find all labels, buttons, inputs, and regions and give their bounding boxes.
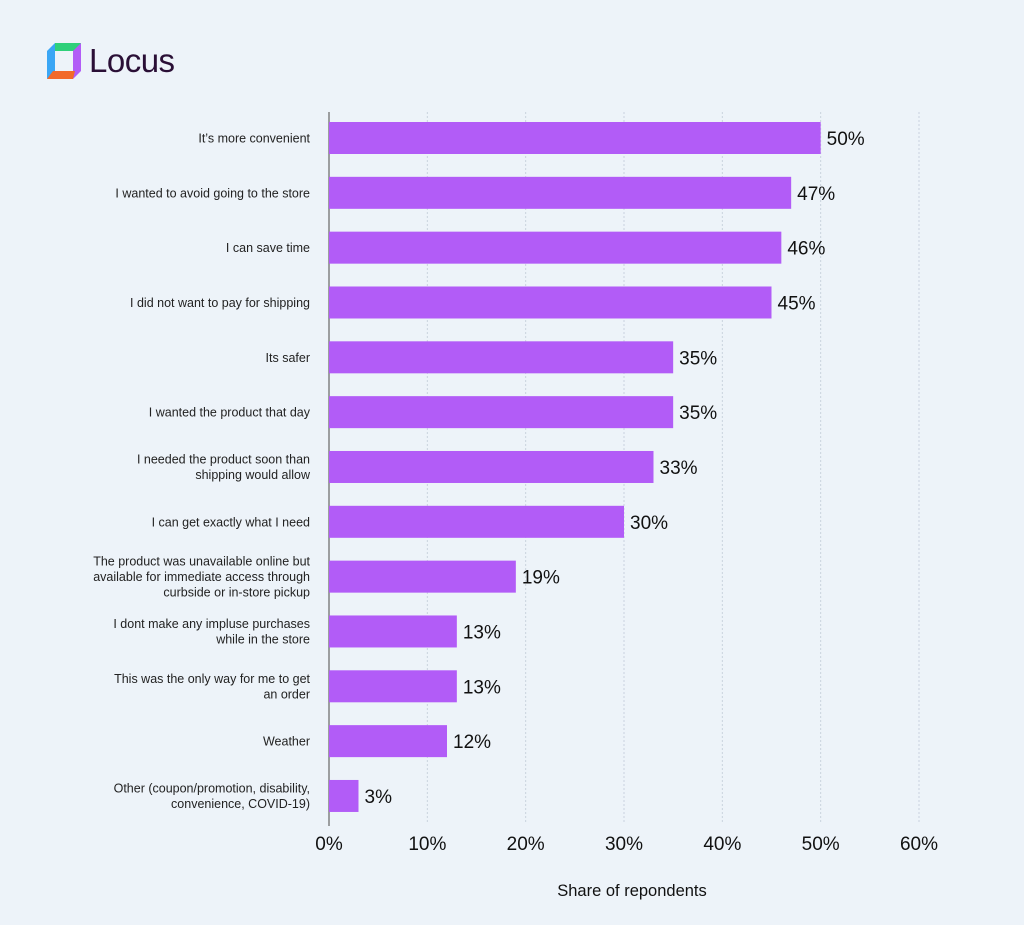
data-label: 45% <box>778 293 816 314</box>
data-label: 13% <box>463 677 501 698</box>
category-label: convenience, COVID-19) <box>171 797 310 811</box>
x-tick-label: 40% <box>703 834 741 855</box>
logo-text: Locus <box>89 42 175 79</box>
data-label: 47% <box>797 184 835 205</box>
category-label: I wanted the product that day <box>149 406 311 420</box>
bar <box>329 396 674 429</box>
data-label: 35% <box>679 403 717 424</box>
bar <box>329 505 624 538</box>
data-label: 3% <box>365 787 393 808</box>
x-axis-title: Share of repondents <box>557 882 707 900</box>
category-label: I dont make any impluse purchases <box>113 617 310 631</box>
bar <box>329 779 359 812</box>
category-label: Other (coupon/promotion, disability, <box>114 782 310 796</box>
category-label: I can get exactly what I need <box>152 515 310 529</box>
bar <box>329 450 654 483</box>
data-label: 50% <box>827 129 865 150</box>
data-label: 35% <box>679 348 717 369</box>
category-label: Its safer <box>266 351 310 365</box>
x-tick-label: 20% <box>507 834 545 855</box>
data-label: 13% <box>463 622 501 643</box>
bar <box>329 231 782 264</box>
category-label: I needed the product soon than <box>137 453 310 467</box>
category-label: I can save time <box>226 241 310 255</box>
locus-logo-icon <box>47 43 81 79</box>
locus-logo: Locus <box>47 42 175 80</box>
x-tick-label: 60% <box>900 834 938 855</box>
bar <box>329 615 457 648</box>
category-label: This was the only way for me to get <box>114 672 310 686</box>
data-label: 33% <box>660 458 698 479</box>
bar <box>329 122 821 154</box>
category-label: I wanted to avoid going to the store <box>115 186 310 200</box>
data-label: 30% <box>630 513 668 534</box>
category-label: while in the store <box>215 633 310 647</box>
category-label: It’s more convenient <box>198 132 310 146</box>
category-label: an order <box>263 688 310 702</box>
bar <box>329 725 447 758</box>
category-label: curbside or in-store pickup <box>163 586 310 600</box>
x-tick-label: 10% <box>408 834 446 855</box>
bar <box>329 670 457 703</box>
bar <box>329 341 674 374</box>
x-tick-label: 30% <box>605 834 643 855</box>
data-label: 19% <box>522 568 560 589</box>
category-label: The product was unavailable online but <box>93 555 310 569</box>
category-label: shipping would allow <box>195 468 311 482</box>
category-label: available for immediate access through <box>93 570 310 584</box>
category-label: I did not want to pay for shipping <box>130 296 310 310</box>
data-label: 12% <box>453 732 491 753</box>
bar <box>329 176 792 209</box>
data-label: 46% <box>787 239 825 260</box>
bar <box>329 560 516 593</box>
x-tick-label: 50% <box>802 834 840 855</box>
bar <box>329 286 772 319</box>
x-tick-label: 0% <box>315 834 343 855</box>
category-label: Weather <box>263 735 310 749</box>
